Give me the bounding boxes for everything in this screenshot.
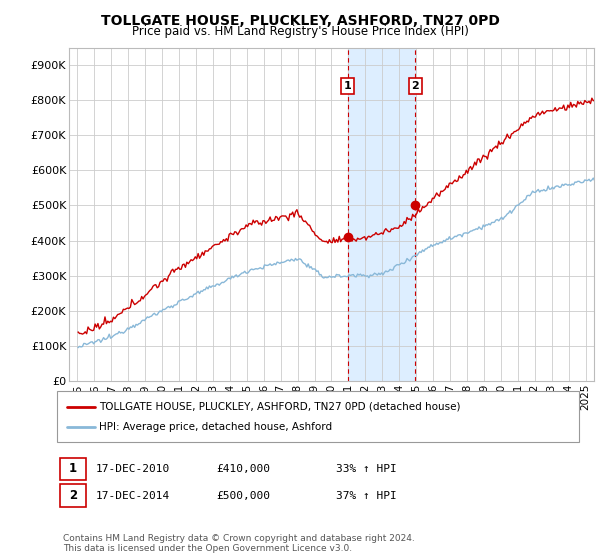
Text: Contains HM Land Registry data © Crown copyright and database right 2024.
This d: Contains HM Land Registry data © Crown c… [63, 534, 415, 553]
Text: £500,000: £500,000 [216, 491, 270, 501]
Text: 37% ↑ HPI: 37% ↑ HPI [336, 491, 397, 501]
Text: Price paid vs. HM Land Registry's House Price Index (HPI): Price paid vs. HM Land Registry's House … [131, 25, 469, 38]
Text: 2: 2 [69, 489, 77, 502]
Text: 17-DEC-2010: 17-DEC-2010 [96, 464, 170, 474]
Text: 1: 1 [344, 81, 352, 91]
Text: £410,000: £410,000 [216, 464, 270, 474]
Text: HPI: Average price, detached house, Ashford: HPI: Average price, detached house, Ashf… [99, 422, 332, 432]
Text: 33% ↑ HPI: 33% ↑ HPI [336, 464, 397, 474]
Text: TOLLGATE HOUSE, PLUCKLEY, ASHFORD, TN27 0PD: TOLLGATE HOUSE, PLUCKLEY, ASHFORD, TN27 … [101, 14, 499, 28]
Bar [348, 48, 415, 381]
Text: 1: 1 [69, 462, 77, 475]
Text: 17-DEC-2014: 17-DEC-2014 [96, 491, 170, 501]
Text: 2: 2 [412, 81, 419, 91]
Text: TOLLGATE HOUSE, PLUCKLEY, ASHFORD, TN27 0PD (detached house): TOLLGATE HOUSE, PLUCKLEY, ASHFORD, TN27 … [99, 402, 461, 412]
